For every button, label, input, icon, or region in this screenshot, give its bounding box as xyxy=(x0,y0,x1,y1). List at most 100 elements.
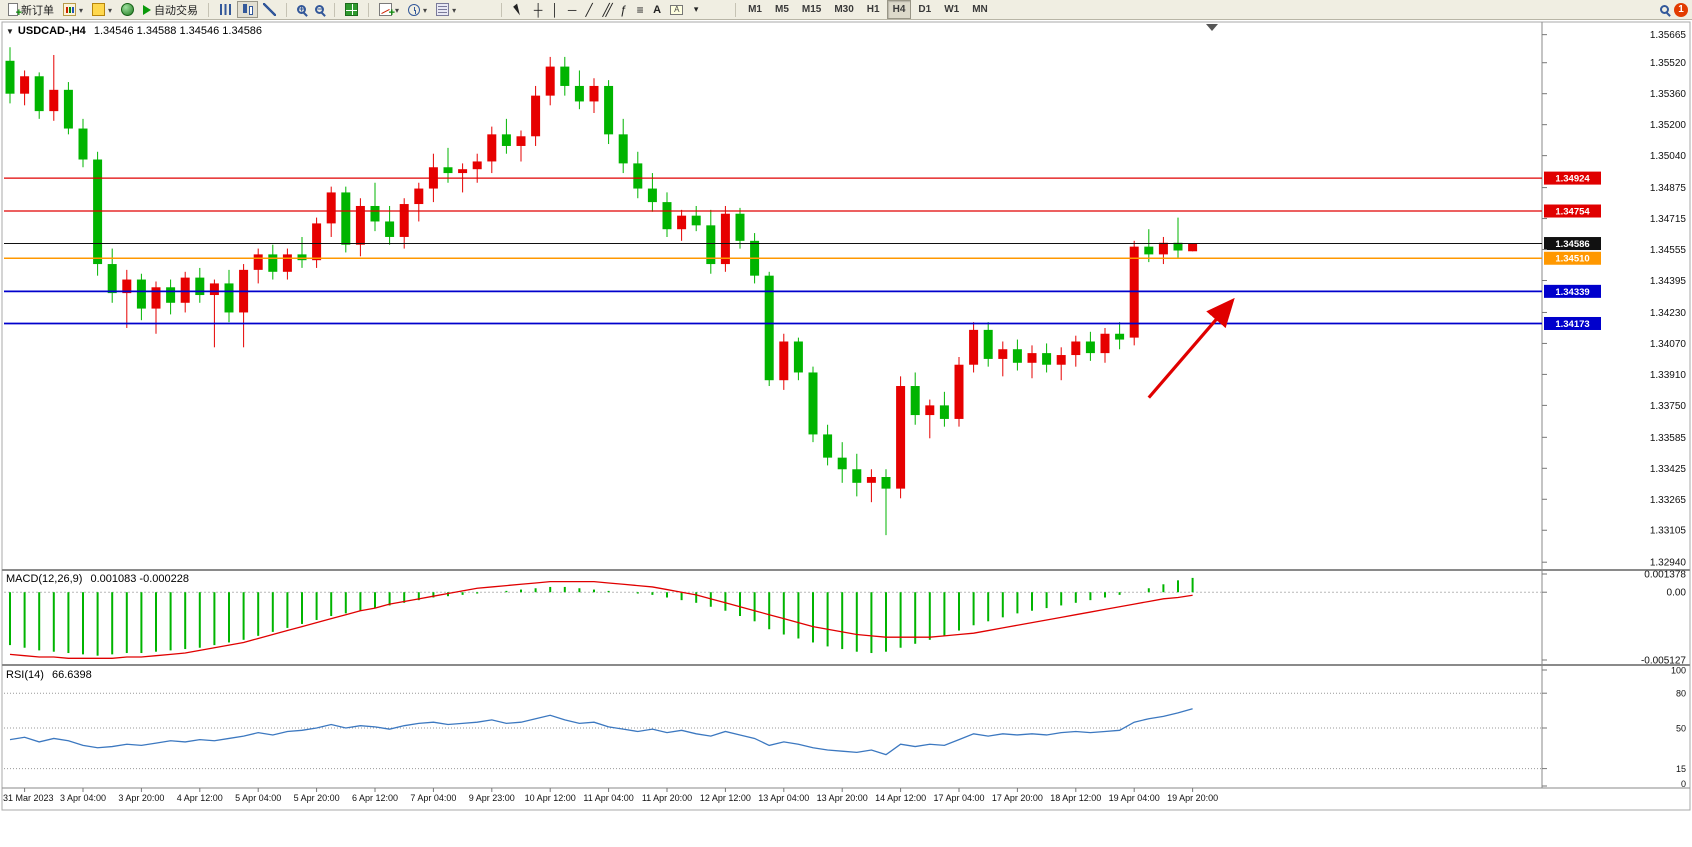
candle-body xyxy=(735,213,745,241)
candle-body xyxy=(49,89,59,112)
periods-button[interactable] xyxy=(404,1,431,18)
candle-body xyxy=(78,128,88,160)
candle-body xyxy=(414,188,424,205)
price-axis-label: 1.33910 xyxy=(1650,370,1687,381)
candle-body xyxy=(677,215,687,230)
timeframe-w1-button[interactable]: W1 xyxy=(944,4,960,15)
timeframe-m30-button[interactable]: M30 xyxy=(834,4,854,15)
candle-body xyxy=(516,136,526,146)
zoom-in-button[interactable] xyxy=(293,1,310,18)
shapes-tool-button[interactable] xyxy=(632,1,648,18)
time-axis-label: 19 Apr 04:00 xyxy=(1109,793,1160,803)
candle-body xyxy=(1158,242,1168,255)
trend-arrow-annotation[interactable] xyxy=(1147,297,1235,399)
bar-chart-type-button[interactable] xyxy=(215,1,236,18)
profiles-icon xyxy=(92,3,106,16)
candle-body xyxy=(472,161,482,170)
candle-body xyxy=(151,287,161,309)
candle-body xyxy=(1188,243,1198,252)
tile-windows-button[interactable] xyxy=(341,1,362,18)
candle-body xyxy=(604,85,614,135)
text-tool-button[interactable] xyxy=(649,1,665,18)
zoom-out-icon xyxy=(315,5,325,14)
new-chart-button[interactable] xyxy=(59,1,87,18)
candlestick-icon xyxy=(241,3,254,16)
search-icon xyxy=(1660,5,1669,14)
candle-body xyxy=(1027,353,1037,363)
trendline-tool-button[interactable] xyxy=(581,1,597,18)
indicators-button[interactable] xyxy=(375,1,403,19)
cursor-tool-button[interactable] xyxy=(508,1,529,18)
timeframe-h4-button[interactable]: H4 xyxy=(886,0,912,19)
price-axis-label: 1.34070 xyxy=(1650,339,1687,350)
candle-body xyxy=(910,386,920,416)
timeframe-h1-button[interactable]: H1 xyxy=(866,4,880,15)
chart-shift-marker[interactable] xyxy=(1206,24,1218,31)
timeframe-d1-button[interactable]: D1 xyxy=(918,4,932,15)
line-chart-icon xyxy=(263,3,277,16)
candle-body xyxy=(136,279,146,309)
candle-body xyxy=(779,341,789,381)
support-line-2-price-tag xyxy=(1544,316,1601,330)
auto-trading-button[interactable]: 自动交易 xyxy=(139,1,202,18)
pivot-line-price-tag xyxy=(1544,251,1601,265)
vertical-line-tool-button[interactable] xyxy=(547,1,563,18)
timeframe-mn-button[interactable]: MN xyxy=(972,4,988,15)
indicators-icon xyxy=(379,3,395,19)
new-order-button[interactable]: 新订单 xyxy=(4,1,58,19)
candle-body xyxy=(939,405,949,419)
candle-body xyxy=(852,469,862,483)
new-chart-icon xyxy=(63,3,76,16)
candle-body xyxy=(998,349,1008,359)
clock-icon xyxy=(408,3,421,16)
profiles-button[interactable] xyxy=(88,1,116,18)
templates-button[interactable] xyxy=(432,1,460,18)
candle-body xyxy=(647,188,657,203)
channel-tool-button[interactable] xyxy=(598,1,614,18)
timeframe-m5-button[interactable]: M5 xyxy=(774,4,789,15)
price-axis-label: 1.33105 xyxy=(1650,526,1687,537)
candle-body xyxy=(501,134,511,146)
candlestick-type-button[interactable] xyxy=(237,1,259,18)
candle-body xyxy=(370,205,380,222)
notification-badge[interactable]: 1 xyxy=(1674,2,1688,17)
zoom-in-icon xyxy=(297,5,307,14)
candle-body xyxy=(63,89,73,129)
price-axis-label: 1.35665 xyxy=(1650,30,1687,41)
data-window-button[interactable] xyxy=(117,1,138,18)
timeframe-m1-button[interactable]: M1 xyxy=(748,4,762,15)
candle-body xyxy=(399,204,409,237)
price-axis-label: 1.33750 xyxy=(1650,401,1687,412)
search-button[interactable] xyxy=(1656,1,1673,18)
macd-signal-line xyxy=(9,580,1193,659)
candle-body xyxy=(793,341,803,373)
horizontal-line-tool-button[interactable] xyxy=(564,1,580,18)
crosshair-tool-button[interactable] xyxy=(530,1,546,18)
rsi-axis-label: 50 xyxy=(1676,724,1686,734)
candle-body xyxy=(107,264,117,294)
candle-body xyxy=(268,254,278,272)
price-axis-label: 1.34555 xyxy=(1650,245,1687,256)
candle-body xyxy=(458,169,468,174)
chevron-down-icon xyxy=(395,4,399,16)
candle-body xyxy=(1042,353,1052,365)
fibonacci-tool-button[interactable] xyxy=(615,1,631,18)
price-axis-label: 1.35520 xyxy=(1650,58,1687,69)
line-chart-type-button[interactable] xyxy=(259,1,280,18)
zoom-out-button[interactable] xyxy=(311,1,328,18)
candle-body xyxy=(34,76,44,112)
arrows-dropdown-button[interactable] xyxy=(688,1,704,18)
rsi-axis-label: 100 xyxy=(1671,666,1686,676)
bid-price-line-price-tag-text: 1.34586 xyxy=(1555,239,1589,250)
chart-frame xyxy=(1,21,1691,811)
candle-body xyxy=(925,405,935,416)
time-axis-label: 18 Apr 12:00 xyxy=(1050,793,1101,803)
price-axis-label: 1.34875 xyxy=(1650,183,1687,194)
time-axis-label: 17 Apr 20:00 xyxy=(992,793,1043,803)
timeframe-m15-button[interactable]: M15 xyxy=(801,4,822,15)
label-tool-button[interactable] xyxy=(666,1,687,18)
time-axis-label: 9 Apr 23:00 xyxy=(469,793,515,803)
one-click-trading-toggle-icon[interactable] xyxy=(6,25,18,37)
resistance-line-2-price-tag-text: 1.34754 xyxy=(1555,207,1590,218)
